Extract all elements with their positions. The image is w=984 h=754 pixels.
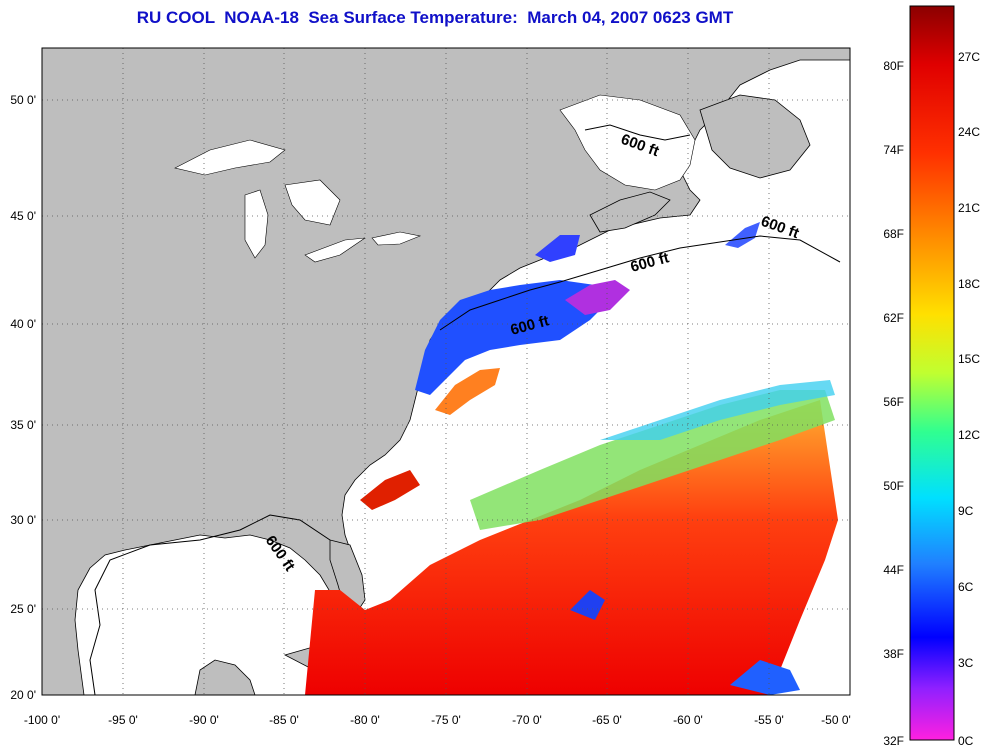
colorbar-c-label: 27C [958, 50, 980, 64]
x-tick-label: -90 0' [189, 713, 219, 727]
sst-carolina-warm [360, 470, 420, 510]
isobath-600ft-gulf [89, 514, 331, 695]
x-tick-label: -70 0' [512, 713, 542, 727]
sst-cool-coastal [415, 280, 610, 395]
colorbar-f-label: 62F [883, 311, 904, 325]
y-tick-label: 25 0' [10, 602, 36, 616]
sst-gulf-maine [535, 235, 580, 262]
lake-erie [304, 237, 366, 263]
y-tick-label: 50 0' [10, 93, 36, 107]
y-tick-label: 20 0' [10, 688, 36, 702]
colorbar-c-label: 18C [958, 277, 980, 291]
gulf-st-lawrence [559, 94, 696, 191]
x-tick-label: -85 0' [269, 713, 299, 727]
x-tick-label: -50 0' [821, 713, 851, 727]
colorbar [909, 5, 955, 741]
nova-scotia-land [589, 191, 671, 233]
sst-purple-patch [565, 280, 630, 315]
colorbar-c-label: 24C [958, 125, 980, 139]
lake-ontario [371, 231, 422, 246]
sst-warm-tropical [305, 400, 838, 695]
y-tick-label: 40 0' [10, 317, 36, 331]
colorbar-c-label: 21C [958, 201, 980, 215]
x-tick-label: -100 0' [24, 713, 60, 727]
colorbar-celsius-labels: 27C 24C 21C 18C 15C 12C 9C 6C 3C 0C [958, 50, 980, 748]
y-tick-label: 45 0' [10, 209, 36, 223]
colorbar-f-label: 80F [883, 59, 904, 73]
colorbar-f-label: 74F [883, 143, 904, 157]
colorbar-f-label: 68F [883, 227, 904, 241]
isobath-600ft-gulf-st-lawrence [584, 124, 691, 141]
y-tick-label: 35 0' [10, 418, 36, 432]
lake-huron [284, 179, 341, 226]
x-tick-label: -55 0' [754, 713, 784, 727]
map-content [42, 48, 850, 695]
x-tick-label: -95 0' [108, 713, 138, 727]
map-title: RU COOL NOAA-18 Sea Surface Temperature:… [136, 8, 734, 27]
colorbar-c-label: 9C [958, 504, 974, 518]
sst-gulf-stream [435, 368, 500, 415]
isobath-600ft-north [439, 235, 841, 331]
colorbar-fahrenheit-labels: 80F 74F 68F 62F 56F 50F 44F 38F 32F [883, 59, 904, 748]
y-axis-ticks: 50 0' 45 0' 40 0' 35 0' 30 0' 25 0' 20 0… [10, 93, 36, 702]
newfoundland-land [699, 94, 811, 179]
colorbar-f-label: 32F [883, 734, 904, 748]
x-tick-label: -65 0' [592, 713, 622, 727]
colorbar-c-label: 15C [958, 352, 980, 366]
x-tick-label: -80 0' [350, 713, 380, 727]
colorbar-f-label: 50F [883, 479, 904, 493]
sst-green-band [470, 390, 835, 530]
sst-blue-island-a [570, 590, 605, 620]
colorbar-c-label: 3C [958, 656, 974, 670]
colorbar-f-label: 44F [883, 563, 904, 577]
colorbar-c-label: 6C [958, 580, 974, 594]
sst-grand-banks [725, 222, 760, 248]
sst-blue-island-b [730, 660, 800, 695]
colorbar-c-label: 0C [958, 734, 974, 748]
colorbar-f-label: 38F [883, 647, 904, 661]
map-border [41, 47, 851, 696]
sst-cyan-band [600, 380, 835, 440]
colorbar-f-label: 56F [883, 395, 904, 409]
x-tick-label: -75 0' [431, 713, 461, 727]
lake-michigan [244, 189, 269, 259]
y-tick-label: 30 0' [10, 513, 36, 527]
x-axis-ticks: -100 0' -95 0' -90 0' -85 0' -80 0' -75 … [24, 713, 851, 727]
yucatan-land [194, 659, 256, 695]
lake-superior [174, 139, 286, 176]
colorbar-c-label: 12C [958, 428, 980, 442]
x-tick-label: -60 0' [673, 713, 703, 727]
